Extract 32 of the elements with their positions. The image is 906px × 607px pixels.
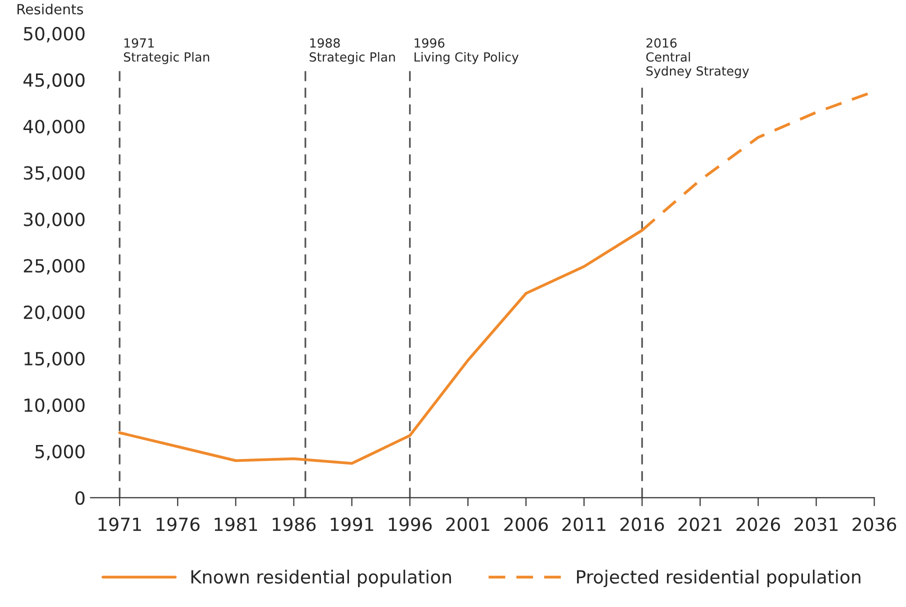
y-tick-label: 40,000: [23, 120, 85, 136]
y-tick-label: 0: [75, 491, 85, 505]
legend-label: Projected residential population: [577, 570, 860, 588]
x-tick-label: 1981: [214, 518, 258, 532]
y-tick-label: 10,000: [24, 398, 85, 414]
x-tick-label: 2031: [794, 518, 838, 532]
x-tick-label: 2006: [504, 518, 548, 532]
ref-line-label: 1988 Strategic Plan: [310, 38, 395, 64]
x-tick-label: 2036: [852, 518, 896, 532]
y-tick-label: 30,000: [24, 212, 85, 228]
x-tick-label: 1971: [98, 518, 141, 532]
y-tick-label: 5,000: [35, 444, 85, 460]
x-tick-label: 2021: [678, 518, 722, 532]
y-tick-label: 45,000: [23, 73, 85, 89]
x-tick-label: 2016: [620, 518, 664, 532]
ref-line-label: 1971 Strategic Plan: [124, 38, 210, 64]
x-tick-label: 1986: [272, 518, 316, 532]
x-tick-label: 1976: [156, 518, 200, 532]
x-tick-label: 2011: [562, 518, 606, 532]
y-axis-title: Residents: [18, 4, 83, 14]
x-tick-label: 2026: [736, 518, 780, 532]
y-tick-label: 15,000: [24, 352, 85, 368]
y-tick-label: 25,000: [24, 259, 85, 275]
x-tick-label: 1991: [330, 518, 374, 532]
ref-line-label: 2016 Central Sydney Strategy: [646, 38, 750, 78]
x-tick-label: 1996: [388, 518, 432, 532]
y-tick-label: 50,000: [24, 26, 85, 42]
legend-label: Known residential population: [191, 570, 451, 588]
y-tick-label: 20,000: [24, 305, 85, 321]
y-tick-label: 35,000: [24, 166, 85, 182]
x-tick-label: 2001: [446, 518, 490, 532]
ref-line-label: 1996 Living City Policy: [414, 38, 519, 64]
